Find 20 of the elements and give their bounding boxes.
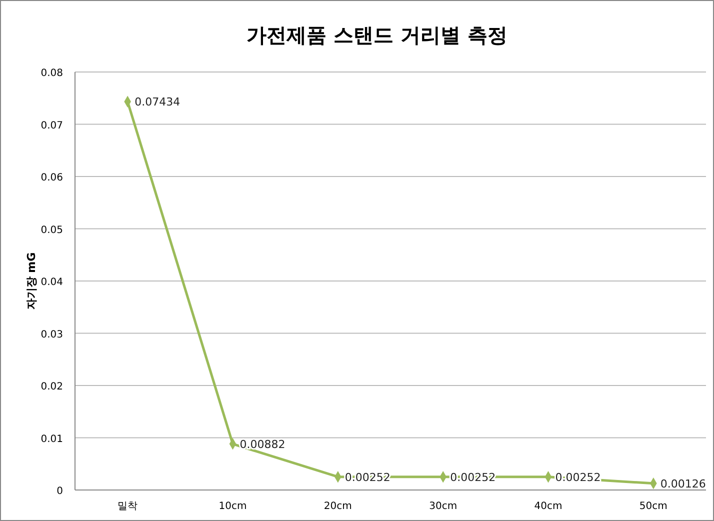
y-tick-label: 0.06 <box>40 172 63 184</box>
y-tick-label: 0.07 <box>40 120 63 132</box>
data-label: 0.00882 <box>240 438 286 451</box>
y-tick-label: 0.04 <box>40 277 63 288</box>
y-tick-label: 0.03 <box>40 329 63 340</box>
x-tick-label: 30cm <box>429 501 458 512</box>
y-tick-label: 0 <box>56 486 63 497</box>
x-tick-label: 40cm <box>534 501 562 512</box>
x-tick-label: 20cm <box>324 501 352 512</box>
x-tick-label: 10cm <box>218 501 247 512</box>
chart-title: 가전제품 스탠드 거리별 측정 <box>246 23 508 47</box>
x-tick-label: 50cm <box>639 501 668 512</box>
y-tick-label: 0.05 <box>40 224 63 236</box>
data-label: 0.07434 <box>134 96 180 109</box>
data-label: 0.00126 <box>660 477 706 490</box>
y-tick-label: 0.01 <box>40 434 63 445</box>
y-tick-label: 0.08 <box>40 68 63 79</box>
y-tick-label: 0.02 <box>40 382 63 392</box>
y-axis-title: 자기장 mG <box>25 252 38 310</box>
x-tick-label: 밀착 <box>118 501 138 512</box>
